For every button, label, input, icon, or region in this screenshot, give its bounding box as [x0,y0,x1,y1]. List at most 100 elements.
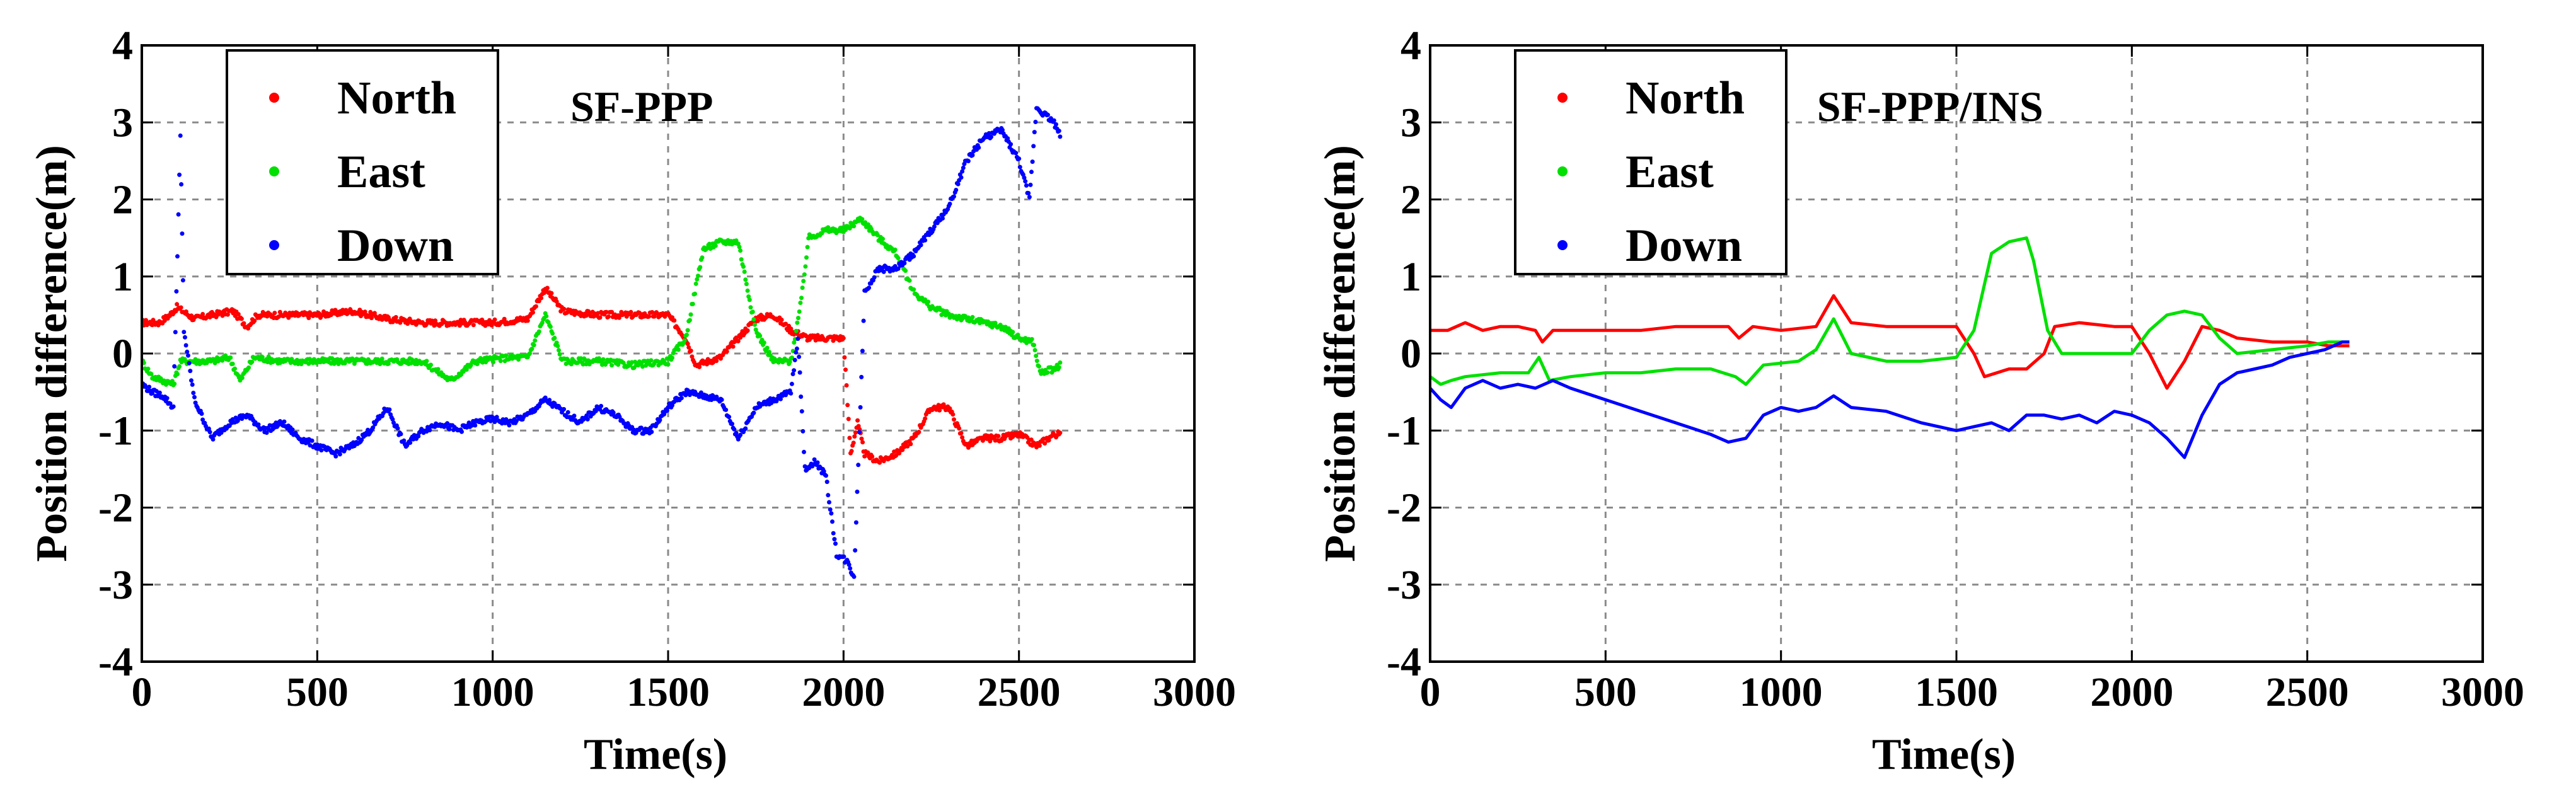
x-tick-label: 500 [286,669,349,715]
legend-marker-north [1557,93,1568,103]
data-point [547,398,552,403]
data-point [801,279,806,284]
data-point [731,344,736,349]
data-point [333,454,338,459]
data-point [239,316,244,321]
data-point [849,449,854,454]
data-point [585,417,590,422]
data-point [252,318,257,323]
data-point [188,369,193,374]
data-point [1032,130,1037,135]
data-point [1032,343,1036,348]
data-point [666,405,671,410]
ticks: 0 500 1000 1500 2000 2500 3000 -4 -3 -2 -1 0 1 2 3 4 [1387,23,2524,715]
data-point [199,411,204,416]
y-tick-label: 0 [112,331,133,377]
data-point [670,355,674,360]
data-point [260,355,265,360]
data-point [747,297,752,302]
legend-marker-east [1557,166,1568,176]
data-point [852,574,857,579]
data-point [1033,120,1038,124]
data-point [685,328,690,333]
data-point [177,364,182,369]
data-point [746,294,751,299]
data-point [630,360,635,365]
data-point [852,434,857,439]
data-point [459,429,464,434]
data-point [867,285,872,291]
data-point [186,353,190,358]
data-point [604,309,609,314]
legend-label-down: Down [1626,220,1742,272]
data-point [579,356,584,361]
series-down [1430,340,2350,459]
data-point [847,435,852,440]
data-point [598,315,603,320]
data-point [514,418,519,423]
data-point [1029,170,1034,175]
data-point [841,554,846,559]
y-tick-label: -4 [98,639,133,685]
data-point [256,422,261,427]
data-point [954,188,959,192]
data-point [319,448,324,452]
data-point [802,272,807,277]
y-axis-label: Position difference(m) [28,145,76,562]
data-point [795,320,800,325]
data-point [996,434,1001,439]
data-point [1010,330,1015,335]
data-point [685,342,690,347]
data-point [165,396,170,401]
data-point [736,338,741,343]
data-point [960,169,965,174]
data-point [175,302,180,307]
data-point [761,340,766,345]
data-point [387,407,392,412]
data-point [826,493,831,498]
data-point [572,413,577,418]
data-point [683,393,688,398]
data-point [783,321,788,326]
y-tick-label: 0 [1401,331,1421,377]
data-point [966,159,971,164]
data-point [796,316,800,321]
data-point [875,233,880,238]
data-point [734,430,739,435]
data-point [727,415,732,420]
data-point [144,318,148,323]
data-point [787,359,792,364]
data-point [870,454,875,459]
data-point [812,457,817,462]
data-point [606,314,611,319]
data-point [190,382,195,387]
data-point [788,391,794,396]
data-point [892,247,898,252]
data-point [857,430,862,435]
data-point [146,366,151,371]
data-point [211,437,216,442]
legend-marker-east [269,166,279,176]
data-point [531,343,536,348]
data-point [333,308,338,313]
data-point [609,363,615,368]
data-point [690,354,695,359]
data-point [359,437,364,442]
data-point [628,309,633,314]
data-point [800,285,805,291]
data-point [779,318,784,322]
legend-marker-down [269,240,279,250]
data-point [799,296,804,301]
data-point [471,323,476,328]
data-point [502,316,507,321]
data-point [732,427,737,432]
data-point [700,255,705,260]
data-point [557,348,561,353]
data-point [750,309,755,314]
data-point [416,434,421,439]
data-point [540,320,545,325]
data-point [177,172,182,177]
data-point [952,417,956,422]
y-tick-label: -2 [98,485,133,531]
x-tick-label: 1500 [627,669,710,715]
